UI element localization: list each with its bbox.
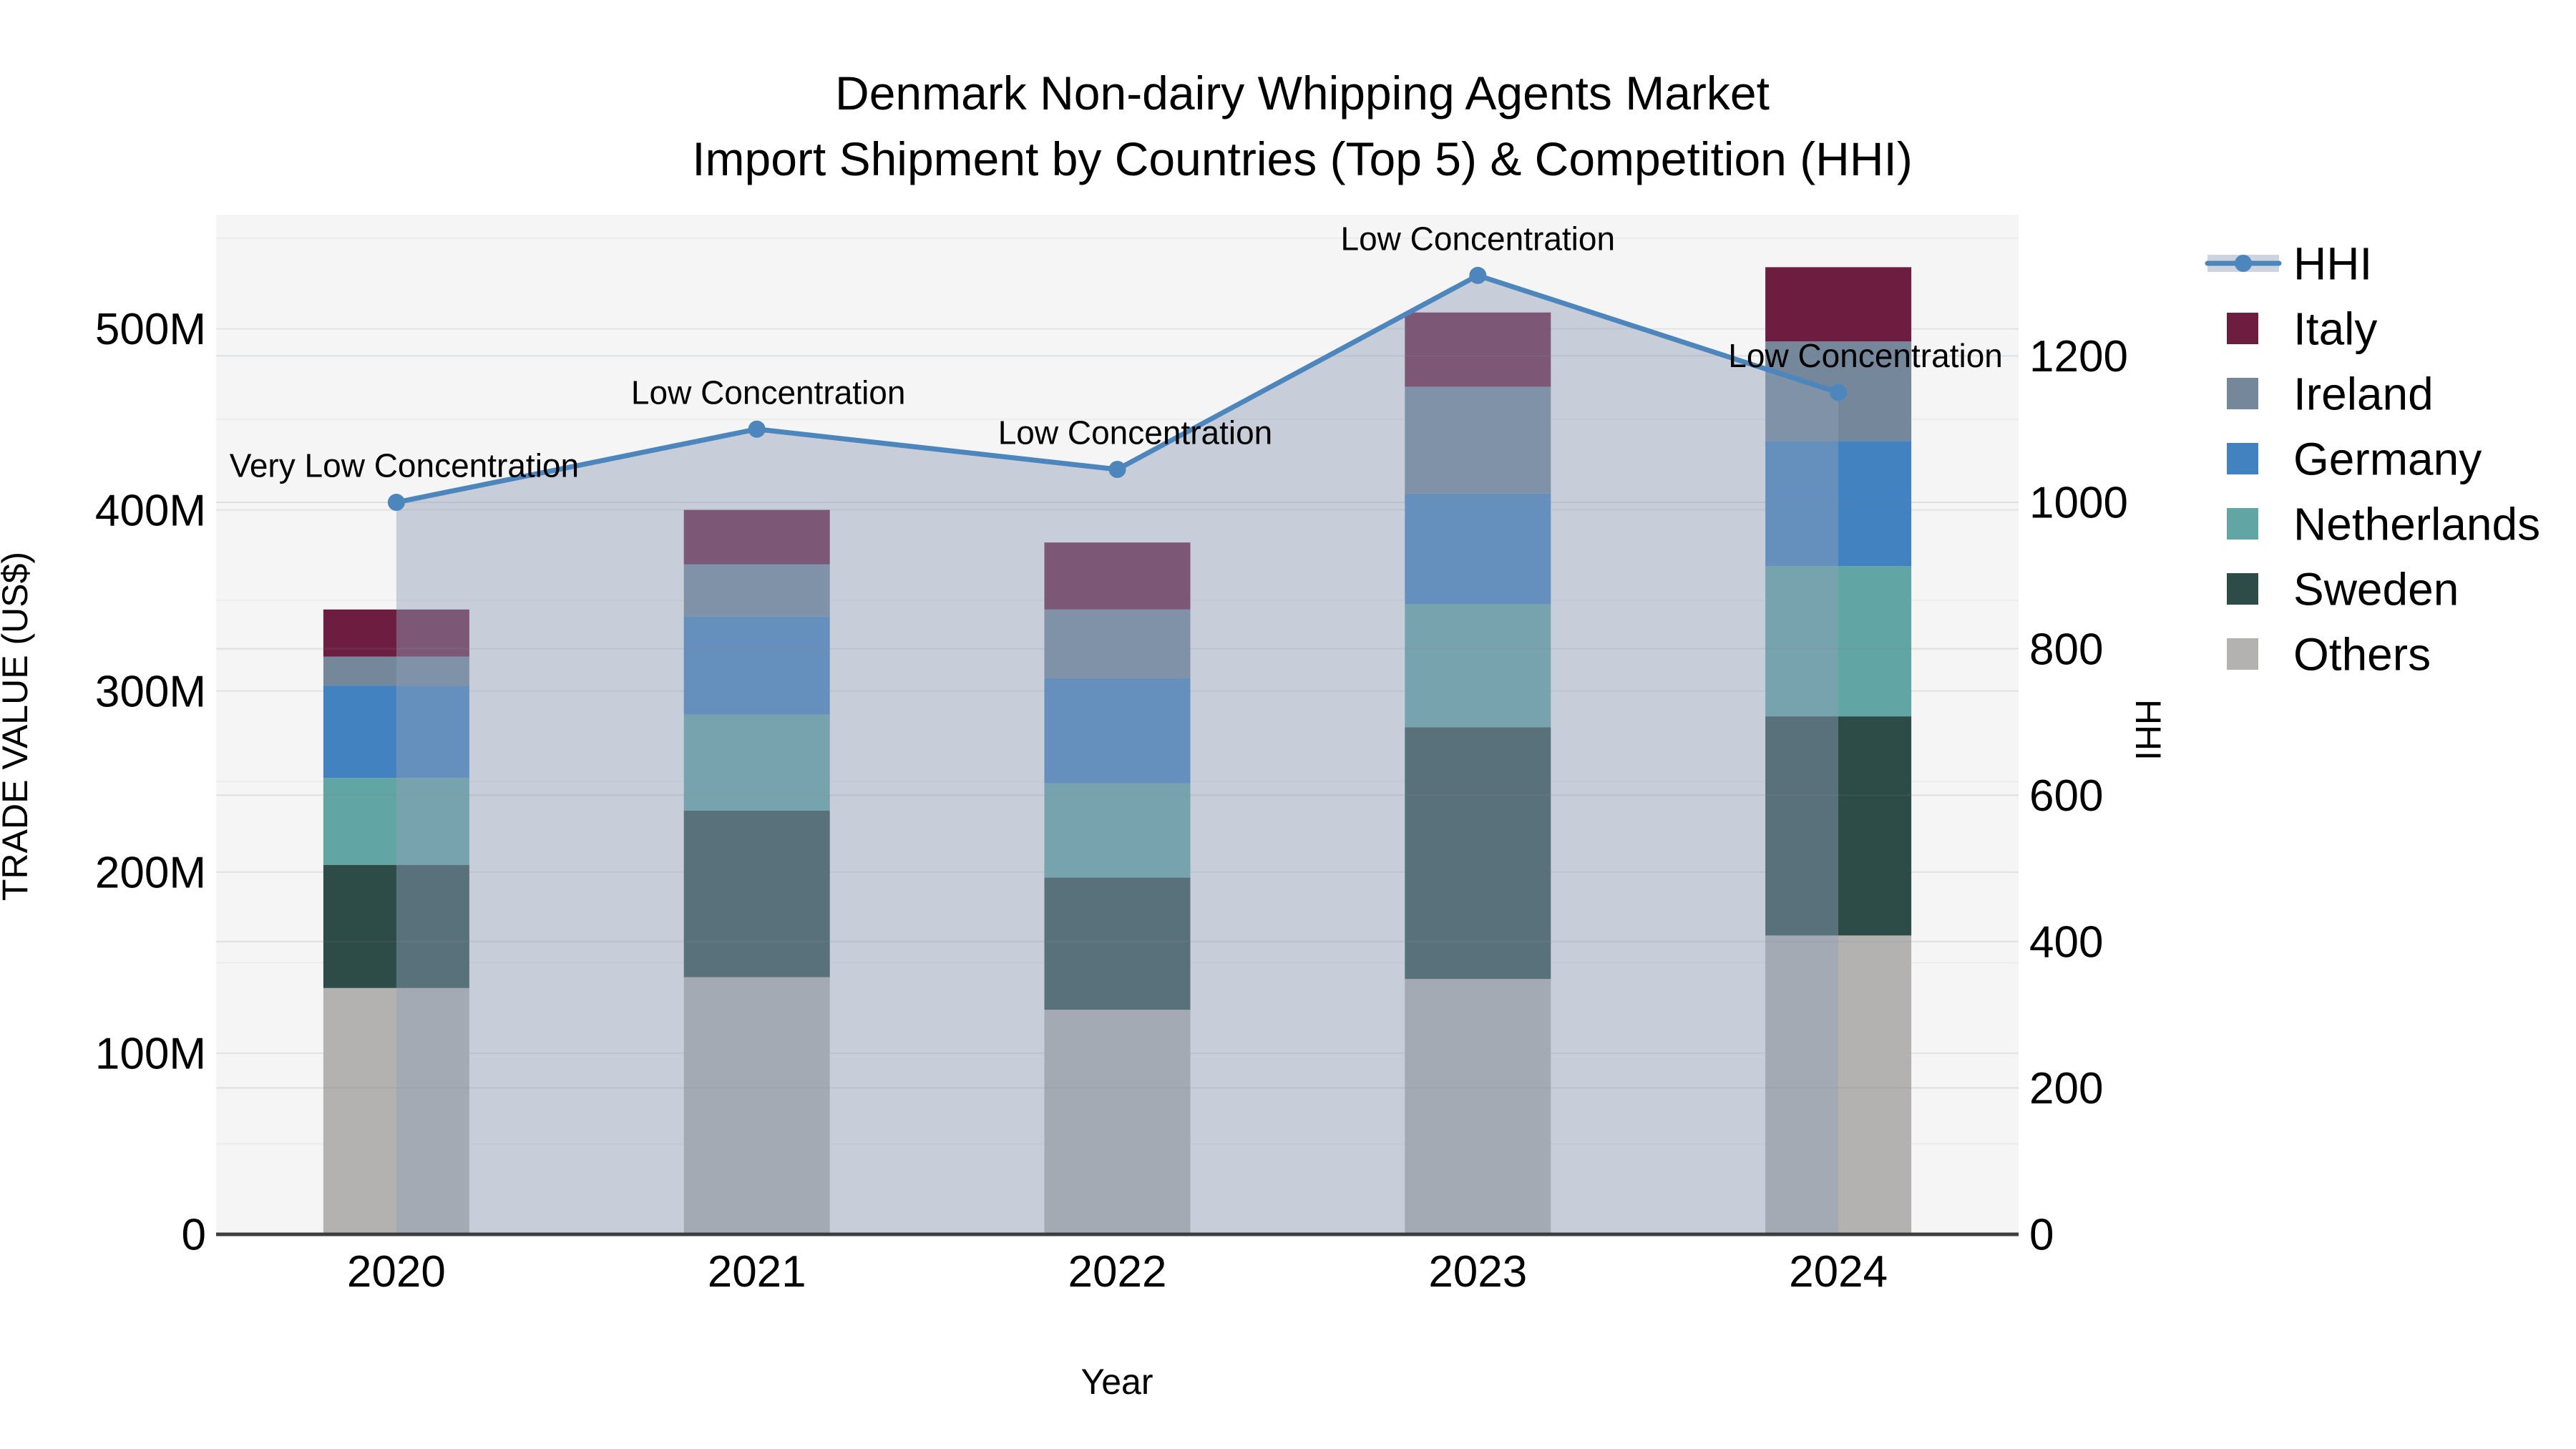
legend-swatch-italy — [2227, 313, 2258, 344]
bar-segment-germany-2020 — [323, 686, 469, 779]
y-tick-label-left: 100M — [95, 1030, 206, 1079]
y-tick-label-right: 400 — [2029, 918, 2103, 967]
legend-item-ireland: Ireland — [2227, 368, 2434, 419]
y-tick-label-left: 300M — [95, 667, 206, 716]
legend-swatch-ireland — [2227, 378, 2258, 409]
bar-segment-netherlands-2022 — [1044, 783, 1191, 878]
hhi-area-fill — [396, 275, 1839, 1234]
bar-segment-germany-2023 — [1405, 493, 1551, 605]
bar-segment-others-2021 — [683, 977, 830, 1234]
legend-item-others: Others — [2227, 628, 2431, 680]
legend-swatch-netherlands — [2227, 508, 2258, 540]
y-tick-label-left: 0 — [182, 1211, 206, 1260]
annotation-label: Low Concentration — [1341, 220, 1616, 258]
hhi-point-2021 — [748, 420, 766, 438]
legend-label-sweden: Sweden — [2293, 563, 2459, 615]
stacked-bars — [323, 267, 1912, 1234]
bar-segment-ireland-2022 — [1044, 609, 1191, 678]
y-axis-right-ticks: 0 200 400 600 800 1000 1200 — [2029, 332, 2128, 1260]
legend-swatch-sweden — [2227, 573, 2258, 605]
annotation-label: Low Concentration — [1728, 337, 2003, 374]
legend-swatch-germany — [2227, 443, 2258, 474]
bar-segment-ireland-2020 — [323, 656, 469, 686]
y-tick-label-right: 0 — [2029, 1211, 2054, 1260]
y-tick-label-right: 600 — [2029, 771, 2103, 821]
bar-segment-sweden-2023 — [1405, 727, 1551, 980]
annotation-label: Very Low Concentration — [230, 447, 579, 484]
bar-segment-others-2024 — [1765, 935, 1912, 1234]
bar-segment-netherlands-2024 — [1765, 566, 1912, 717]
y-axis-left-ticks: 0 100M 200M 300M 400M 500M — [95, 305, 206, 1260]
hhi-point-2022 — [1108, 460, 1126, 478]
legend-label-italy: Italy — [2293, 303, 2377, 354]
y-tick-label-right: 1000 — [2029, 479, 2128, 528]
bar-segment-germany-2022 — [1044, 678, 1191, 784]
bar-segment-sweden-2022 — [1044, 877, 1191, 1010]
bar-segment-netherlands-2021 — [683, 714, 830, 811]
bar-segment-others-2020 — [323, 987, 469, 1234]
hhi-markers — [387, 266, 1848, 512]
legend-item-netherlands: Netherlands — [2227, 498, 2540, 550]
bar-segment-netherlands-2020 — [323, 778, 469, 865]
bar-segment-germany-2021 — [683, 616, 830, 715]
annotation-label: Low Concentration — [998, 414, 1273, 452]
y-tick-label-left: 400M — [95, 486, 206, 535]
x-tick-label-2020: 2020 — [347, 1247, 446, 1297]
y-tick-label-left: 200M — [95, 848, 206, 897]
legend-item-sweden: Sweden — [2227, 563, 2459, 615]
legend-label-ireland: Ireland — [2293, 368, 2434, 419]
bar-segment-others-2023 — [1405, 979, 1551, 1234]
y-axis-left-title: TRADE VALUE (US$) — [0, 552, 35, 901]
gridlines-hhi — [216, 355, 2019, 1089]
legend-label-germany: Germany — [2293, 433, 2482, 484]
x-tick-label-2023: 2023 — [1428, 1247, 1527, 1297]
bar-segment-italy-2023 — [1405, 312, 1551, 387]
bar-segment-netherlands-2023 — [1405, 604, 1551, 728]
legend-label-others: Others — [2293, 628, 2431, 680]
legend-label-netherlands: Netherlands — [2293, 498, 2540, 550]
x-tick-label-2024: 2024 — [1789, 1247, 1888, 1297]
y-axis-right-title: HHI — [2128, 699, 2168, 761]
x-tick-label-2021: 2021 — [708, 1247, 806, 1297]
y-tick-label-right: 1200 — [2029, 332, 2128, 381]
bar-segment-italy-2024 — [1765, 267, 1912, 342]
concentration-annotations: Very Low Concentration Low Concentration L… — [230, 220, 2003, 484]
bar-segment-italy-2021 — [683, 509, 830, 565]
legend-hhi-marker-icon — [2235, 255, 2252, 272]
bar-segment-sweden-2021 — [683, 810, 830, 977]
hhi-point-2020 — [387, 494, 405, 512]
bar-segment-italy-2020 — [323, 609, 469, 657]
legend: HHI Italy Ireland Germany Netherlands Sweden O… — [2205, 238, 2540, 680]
legend-item-hhi: HHI — [2205, 238, 2372, 289]
bar-segment-sweden-2020 — [323, 864, 469, 988]
annotation-label: Low Concentration — [631, 374, 906, 411]
chart-title-line1: Denmark Non-dairy Whipping Agents Market — [835, 67, 1770, 119]
x-axis-ticks: 2020 2021 2022 2023 2024 — [347, 1247, 1888, 1297]
x-axis-title: Year — [1080, 1362, 1153, 1402]
bar-segment-ireland-2023 — [1405, 386, 1551, 494]
chart-title-line2: Import Shipment by Countries (Top 5) & C… — [692, 132, 1913, 185]
legend-swatch-others — [2227, 638, 2258, 670]
bar-segment-others-2022 — [1044, 1010, 1191, 1234]
x-tick-label-2022: 2022 — [1068, 1247, 1167, 1297]
y-tick-label-left: 500M — [95, 305, 206, 354]
legend-label-hhi: HHI — [2293, 238, 2372, 289]
hhi-point-2024 — [1830, 384, 1848, 401]
bar-segment-ireland-2021 — [683, 564, 830, 617]
bar-segment-sweden-2024 — [1765, 716, 1912, 936]
hhi-point-2023 — [1469, 266, 1487, 284]
bar-segment-germany-2024 — [1765, 441, 1912, 567]
y-tick-label-right: 200 — [2029, 1064, 2103, 1113]
bar-segment-italy-2022 — [1044, 542, 1191, 610]
y-tick-label-right: 800 — [2029, 625, 2103, 674]
legend-item-italy: Italy — [2227, 303, 2377, 354]
legend-item-germany: Germany — [2227, 433, 2482, 484]
